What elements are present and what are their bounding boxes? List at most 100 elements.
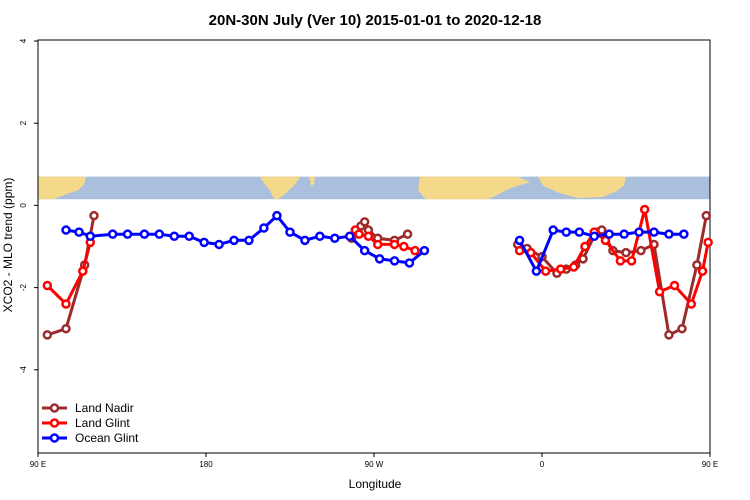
series-layer <box>42 204 713 340</box>
legend-label: Ocean Glint <box>75 431 139 445</box>
data-point <box>154 229 165 239</box>
data-point <box>372 239 383 250</box>
data-point <box>139 229 150 239</box>
data-point <box>561 227 572 237</box>
data-point <box>402 229 413 239</box>
data-point <box>354 229 364 239</box>
data-point <box>374 254 385 264</box>
data-point <box>664 330 674 340</box>
data-point <box>649 227 659 237</box>
data-point <box>531 266 542 276</box>
data-point <box>703 237 713 248</box>
y-axis: -4 -2 0 2 4 <box>19 38 38 373</box>
data-point <box>199 237 209 248</box>
data-point <box>514 245 525 256</box>
data-point <box>514 235 525 246</box>
data-point <box>300 235 310 246</box>
data-point <box>272 210 282 221</box>
data-point <box>363 231 374 241</box>
data-point <box>259 223 269 233</box>
data-point <box>697 266 708 276</box>
data-point <box>626 256 637 266</box>
data-point <box>540 266 551 276</box>
series-line <box>519 209 710 307</box>
legend-marker <box>49 403 60 413</box>
legend-label: Land Nadir <box>75 401 134 415</box>
series-ocean-glint <box>61 210 689 276</box>
data-point <box>229 235 239 246</box>
y-axis-label: XCO2 - MLO trend (ppm) <box>1 178 15 313</box>
data-point <box>285 227 295 237</box>
data-point <box>244 235 254 246</box>
data-point <box>636 245 646 256</box>
data-point <box>389 256 400 266</box>
data-point <box>61 299 71 309</box>
data-point <box>42 280 53 291</box>
map-land-0 <box>38 176 86 200</box>
x-tick-label: 90 W <box>365 460 384 469</box>
x-axis-label: Longitude <box>349 477 402 491</box>
data-point <box>214 239 224 250</box>
data-point <box>78 266 88 276</box>
data-point <box>74 227 84 237</box>
series-line <box>46 242 92 307</box>
legend-label: Land Glint <box>75 416 130 430</box>
data-point <box>604 229 614 239</box>
y-tick-label: 4 <box>19 38 28 43</box>
x-tick-label: 180 <box>199 460 213 469</box>
map-land-2 <box>309 176 315 186</box>
data-point <box>410 245 420 256</box>
data-point <box>389 239 400 250</box>
map-land-1 <box>260 176 300 200</box>
data-point <box>89 210 99 221</box>
x-tick-label: 0 <box>540 460 545 469</box>
data-point <box>677 323 687 334</box>
data-point <box>679 229 689 239</box>
y-tick-label: -4 <box>19 366 28 374</box>
data-point <box>548 225 558 235</box>
data-point <box>615 256 626 266</box>
data-point <box>574 227 585 237</box>
data-point <box>701 210 712 221</box>
data-point <box>330 233 340 244</box>
data-point <box>61 225 71 235</box>
data-point <box>61 323 71 334</box>
y-tick-label: 0 <box>19 203 28 208</box>
data-point <box>107 229 118 239</box>
data-point <box>359 245 370 256</box>
data-point <box>686 299 697 309</box>
y-tick-label: 2 <box>19 120 28 125</box>
data-point <box>619 229 629 239</box>
data-point <box>634 227 644 237</box>
legend-marker <box>49 433 60 443</box>
data-point <box>664 229 674 239</box>
data-point <box>580 241 590 252</box>
x-tick-label: 90 E <box>30 460 46 469</box>
data-point <box>568 262 579 272</box>
data-point <box>184 231 194 241</box>
data-point <box>692 260 702 270</box>
data-point <box>85 231 96 241</box>
data-point <box>315 231 325 241</box>
data-point <box>419 245 430 256</box>
data-point <box>404 258 415 268</box>
data-point <box>555 264 566 274</box>
data-point <box>596 225 607 235</box>
y-tick-label: -2 <box>19 283 28 291</box>
data-point <box>399 241 409 252</box>
data-point <box>42 330 53 340</box>
series-line <box>518 228 684 275</box>
chart-title: 20N-30N July (Ver 10) 2015-01-01 to 2020… <box>209 12 542 29</box>
data-point <box>639 204 650 215</box>
data-point <box>621 247 631 258</box>
data-point <box>359 217 370 227</box>
data-point <box>169 231 180 241</box>
map-land-3 <box>418 176 530 200</box>
data-point <box>669 280 680 291</box>
world-map-band <box>38 176 710 200</box>
data-point <box>122 229 133 239</box>
x-tick-label: 90 E <box>702 460 718 469</box>
legend-marker <box>49 418 60 428</box>
